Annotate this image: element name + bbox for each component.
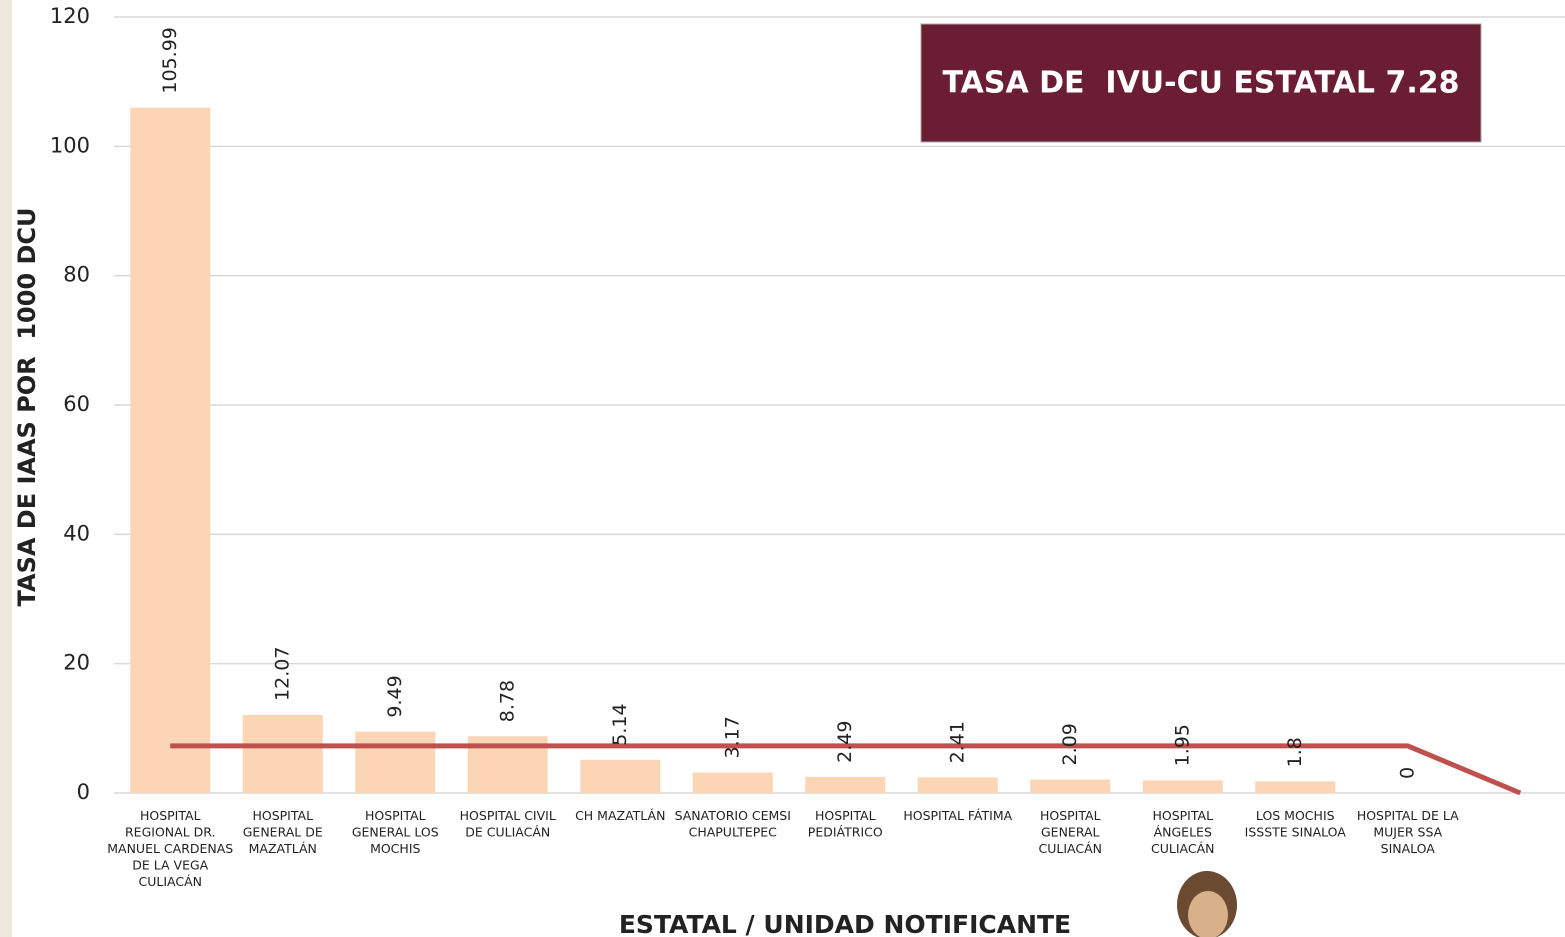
x-tick-label: HOSPITAL FÁTIMA: [903, 808, 1012, 823]
y-tick-label: 0: [77, 780, 90, 804]
value-label: 8.78: [496, 680, 518, 722]
y-tick-label: 120: [50, 4, 90, 28]
chart-title: TASA DE IVU-CU ESTATAL 7.28: [943, 66, 1460, 101]
bar: [355, 732, 435, 793]
value-label: 1.95: [1171, 724, 1193, 766]
value-label: 3.17: [721, 716, 743, 758]
side-strip: [0, 0, 12, 937]
value-label: 2.49: [834, 721, 856, 763]
y-tick-label: 80: [63, 263, 90, 287]
value-label: 5.14: [609, 703, 631, 745]
y-tick-label: 20: [63, 651, 90, 675]
bar: [805, 777, 885, 793]
value-label: 1.8: [1284, 737, 1306, 767]
bar: [918, 777, 998, 793]
value-label: 2.09: [1059, 723, 1081, 765]
y-tick-label: 100: [50, 133, 90, 157]
value-label: 0: [1396, 767, 1418, 779]
bar: [1143, 780, 1223, 793]
x-axis-title: ESTATAL / UNIDAD NOTIFICANTE: [619, 910, 1071, 937]
value-label: 12.07: [271, 647, 293, 701]
bar: [130, 108, 210, 793]
bar: [693, 773, 773, 793]
y-tick-label: 40: [63, 521, 90, 545]
bar: [1255, 781, 1335, 793]
value-label: 9.49: [384, 675, 406, 717]
bar: [1030, 779, 1110, 793]
value-label: 105.99: [159, 27, 181, 93]
x-tick-label: CH MAZATLÁN: [575, 808, 665, 823]
y-tick-label: 60: [63, 392, 90, 416]
y-axis-title: TASA DE IAAS POR 1000 DCU: [13, 207, 41, 606]
portrait: [1177, 871, 1237, 937]
chart: TASA DE IVU-CU ESTATAL 7.28 ESTATAL / UN…: [0, 0, 1565, 937]
bar: [243, 715, 323, 793]
value-label: 2.41: [946, 721, 968, 763]
annotation-box: TASA DE IVU-CU ESTATAL 7.28: [921, 24, 1481, 142]
bar: [580, 760, 660, 793]
